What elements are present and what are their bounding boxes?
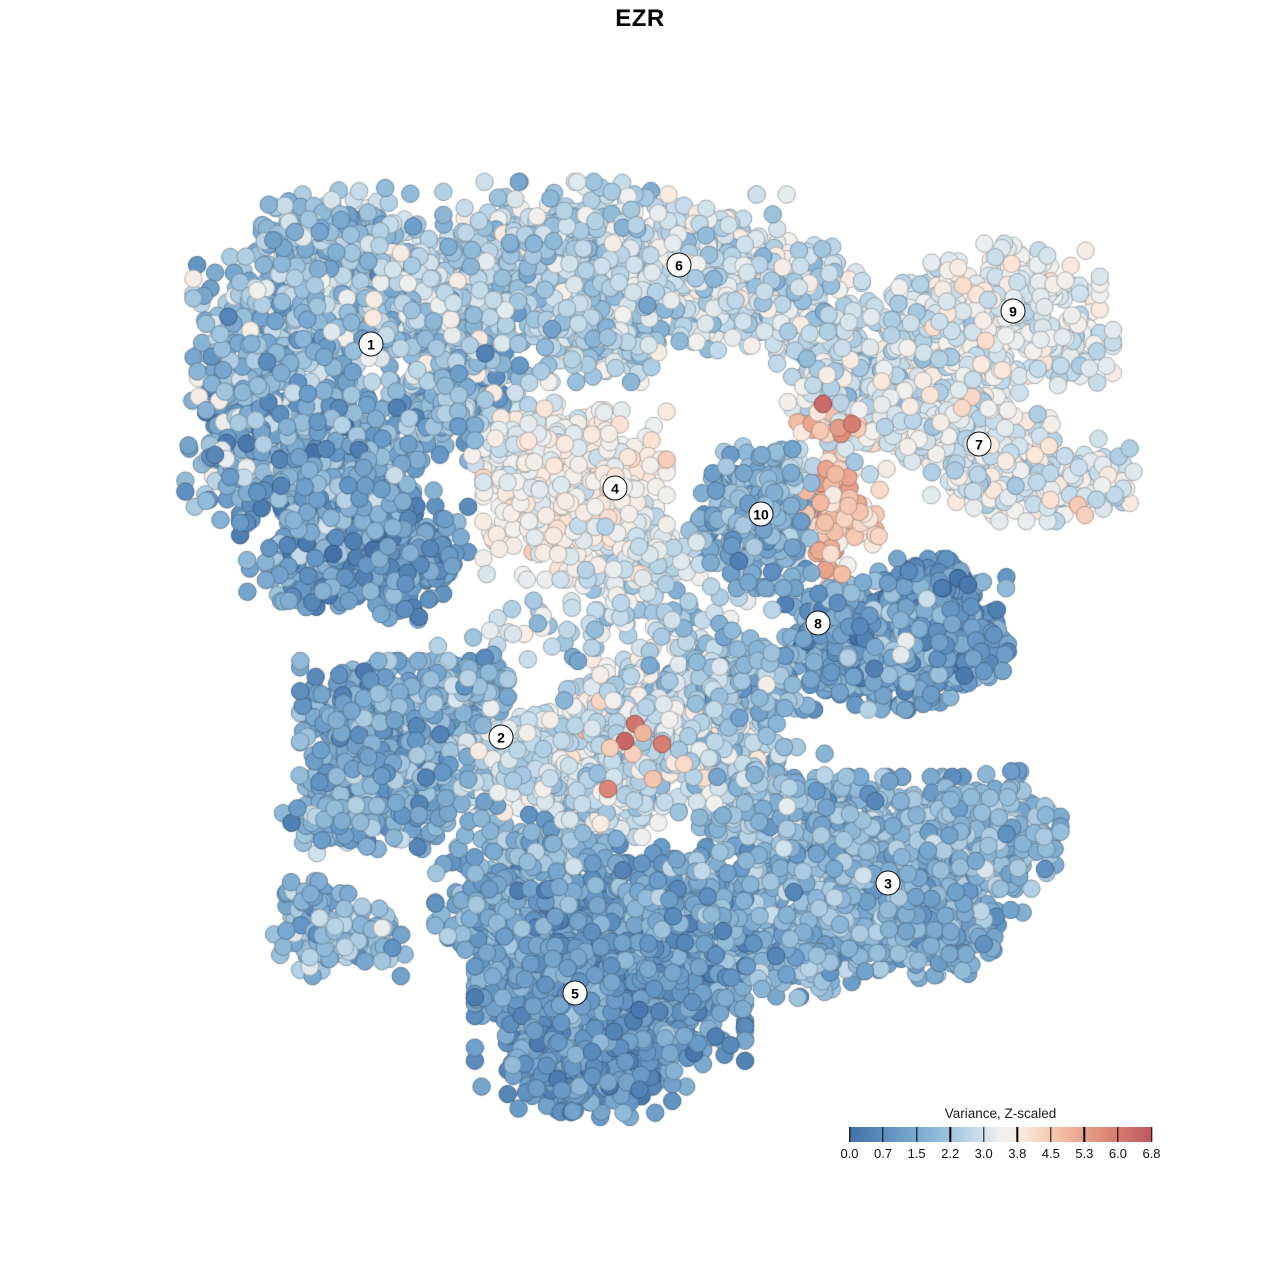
cluster-label-9: 9 <box>1000 298 1026 324</box>
legend-tick <box>983 1127 985 1142</box>
legend-tick <box>1117 1127 1119 1142</box>
legend-tick-label: 0.0 <box>840 1146 859 1161</box>
cluster-label-8: 8 <box>805 610 831 636</box>
legend: Variance, Z-scaled 0.0 0.7 1.5 2.2 3.0 3.8 4.5… <box>840 1106 1160 1162</box>
legend-tick-label: 3.8 <box>1008 1146 1027 1161</box>
cluster-label-7: 7 <box>966 431 992 457</box>
page-title: EZR <box>615 5 665 32</box>
legend-tick-label: 5.3 <box>1075 1146 1094 1161</box>
legend-tick <box>949 1127 951 1142</box>
legend-tick-label: 0.7 <box>874 1146 893 1161</box>
legend-tick-label: 6.0 <box>1108 1146 1127 1161</box>
legend-tick <box>882 1127 884 1142</box>
cluster-label-3: 3 <box>875 870 901 896</box>
legend-tick <box>848 1127 851 1142</box>
legend-tick-label: 4.5 <box>1041 1146 1060 1161</box>
legend-colorbar <box>848 1127 1153 1142</box>
cluster-label-4: 4 <box>602 475 628 501</box>
legend-tick-labels: 0.0 0.7 1.5 2.2 3.0 3.8 4.5 5.3 6.0 6.8 <box>840 1146 1160 1162</box>
legend-tick <box>1050 1127 1052 1142</box>
legend-tick <box>915 1127 918 1142</box>
cluster-label-1: 1 <box>358 331 384 357</box>
cluster-label-2: 2 <box>488 724 514 750</box>
legend-tick <box>1083 1127 1086 1142</box>
legend-tick-label: 3.0 <box>974 1146 993 1161</box>
legend-colorbar-gradient <box>849 1127 1152 1142</box>
cluster-label-10: 10 <box>748 501 774 527</box>
legend-tick <box>1150 1127 1153 1142</box>
cluster-label-5: 5 <box>562 980 588 1006</box>
legend-tick-label: 1.5 <box>907 1146 926 1161</box>
cluster-label-6: 6 <box>666 252 692 278</box>
legend-tick-label: 6.8 <box>1142 1146 1161 1161</box>
legend-tick <box>1016 1127 1018 1142</box>
legend-title: Variance, Z-scaled <box>944 1106 1057 1121</box>
legend-tick-label: 2.2 <box>941 1146 960 1161</box>
